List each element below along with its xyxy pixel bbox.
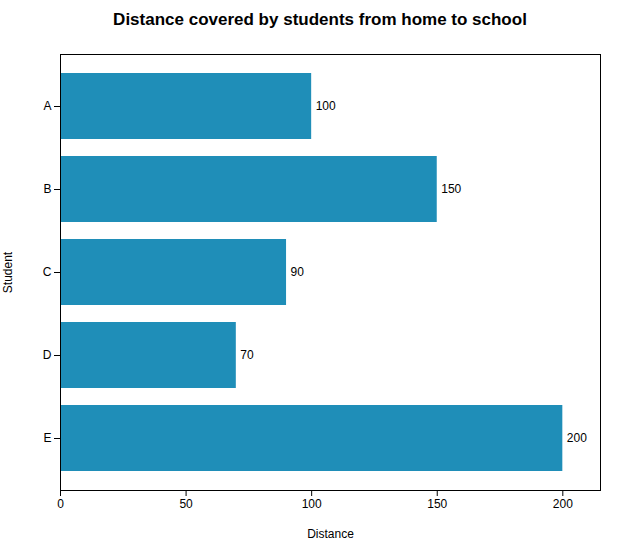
svg-text:150: 150 — [441, 182, 461, 196]
html-text:Distance covered by students f: Distance covered by students from home t… — [113, 10, 527, 29]
svg-text:A: A — [43, 99, 51, 113]
svg-text:B: B — [43, 182, 51, 196]
svg-text:Distance: Distance — [307, 527, 354, 541]
svg-text:150: 150 — [427, 497, 447, 511]
svg-text:0: 0 — [57, 497, 64, 511]
svg-text:E: E — [43, 431, 51, 445]
svg-text:70: 70 — [240, 348, 254, 362]
svg-text:90: 90 — [291, 265, 305, 279]
svg-text:D: D — [43, 348, 52, 362]
svg-text:50: 50 — [179, 497, 193, 511]
svg-text:C: C — [43, 265, 52, 279]
svg-text:100: 100 — [302, 497, 322, 511]
svg-text:200: 200 — [553, 497, 573, 511]
svg-text:Student: Student — [1, 251, 15, 293]
svg-text:100: 100 — [316, 99, 336, 113]
svg-text:200: 200 — [567, 431, 587, 445]
